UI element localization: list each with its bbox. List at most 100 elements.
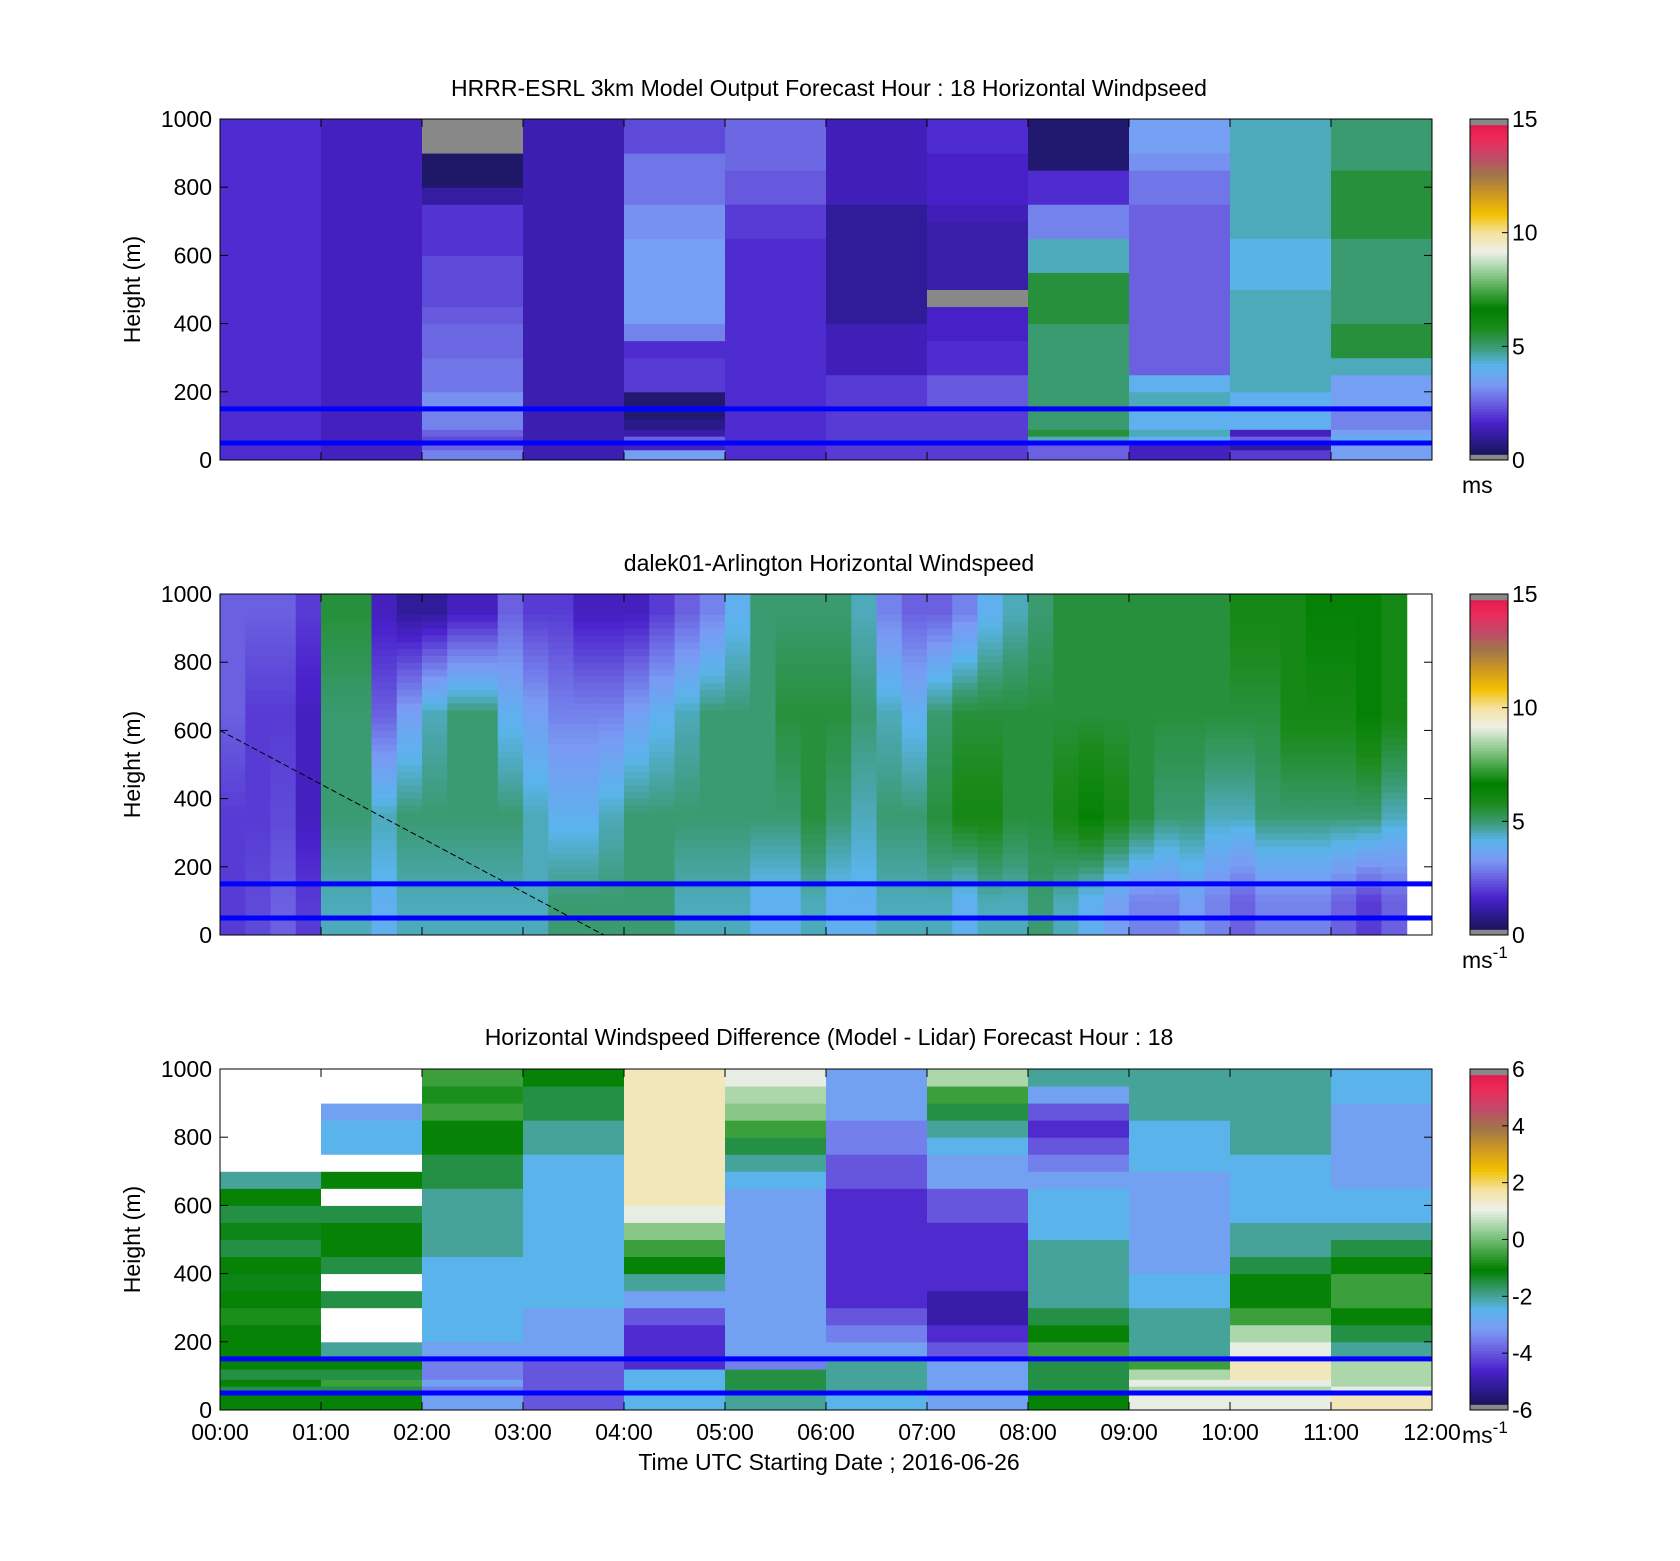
heatmap-cell [674, 873, 701, 881]
colorbar-swatch [1470, 667, 1508, 672]
colorbar-swatch [1470, 1071, 1508, 1076]
heatmap-cell [422, 1324, 524, 1343]
heatmap-cell [624, 723, 650, 731]
heatmap-cell [674, 866, 701, 875]
heatmap-cell [876, 791, 903, 800]
heatmap-cell [1331, 1273, 1433, 1292]
heatmap-cell [1028, 289, 1130, 308]
heatmap-cell [447, 853, 473, 861]
heatmap-cell [800, 887, 827, 895]
heatmap-cell [826, 1324, 928, 1343]
heatmap-cell [826, 1239, 928, 1258]
heatmap-cell [1129, 1069, 1231, 1087]
heatmap-cell [826, 1307, 928, 1326]
heatmap-cell [775, 655, 802, 663]
heatmap-cell [1204, 819, 1231, 827]
heatmap-cell [1331, 921, 1357, 929]
colorbar-swatch [1470, 812, 1508, 817]
heatmap-cell [220, 1205, 322, 1223]
heatmap-cell [1002, 682, 1029, 690]
heatmap-cell [422, 357, 524, 376]
heatmap-cell [1053, 805, 1079, 813]
heatmap-cell [952, 696, 978, 704]
colorbar-swatch [1470, 656, 1508, 660]
heatmap-cell [1331, 614, 1357, 622]
colorbar-swatch [1470, 909, 1508, 913]
heatmap-cell [472, 675, 499, 684]
colorbar-swatch [1470, 138, 1508, 143]
heatmap-cell [927, 289, 1029, 308]
heatmap-cell [977, 853, 1004, 861]
heatmap-cell [548, 641, 574, 650]
heatmap-cell [1053, 662, 1079, 670]
heatmap-cell [245, 812, 271, 820]
heatmap-cell [1356, 812, 1382, 820]
heatmap-cell [725, 119, 827, 137]
heatmap-cell [1078, 819, 1105, 827]
heatmap-cell [977, 928, 1004, 936]
heatmap-cell [977, 703, 1004, 711]
colorbar-swatch [1470, 818, 1508, 822]
heatmap-cell [422, 1341, 524, 1360]
heatmap-cell [1331, 655, 1357, 663]
heatmap-cell [1280, 825, 1307, 834]
heatmap-cell [598, 744, 625, 752]
heatmap-cell [523, 238, 625, 256]
colorbar-swatch [1470, 690, 1508, 694]
heatmap-cell [1255, 832, 1281, 841]
heatmap-cell [220, 357, 322, 376]
heatmap-cell [927, 204, 1029, 222]
heatmap-cell [775, 846, 802, 854]
heatmap-cell [371, 778, 398, 786]
heatmap-cell [725, 306, 827, 325]
heatmap-cell [674, 648, 701, 656]
heatmap-cell [1331, 306, 1433, 325]
heatmap-cell [1002, 894, 1029, 902]
heatmap-cell [800, 921, 827, 929]
colorbar-swatch [1470, 798, 1508, 802]
heatmap-cell [523, 1392, 625, 1401]
heatmap-cell [1255, 771, 1281, 779]
heatmap-cell [1028, 709, 1054, 718]
heatmap-cell [1103, 628, 1130, 636]
heatmap-cell [523, 859, 549, 868]
heatmap-cell [1230, 1120, 1332, 1138]
heatmap-cell [1078, 621, 1105, 629]
heatmap-cell [346, 832, 372, 841]
heatmap-cell [321, 791, 347, 800]
heatmap-cell [851, 634, 877, 643]
heatmap-cell [396, 928, 423, 936]
heatmap-cell [1129, 1379, 1231, 1387]
heatmap-cell [800, 621, 827, 629]
heatmap-cell [649, 730, 675, 738]
heatmap-cell [876, 689, 903, 697]
heatmap-cell [1305, 737, 1332, 745]
heatmap-cell [901, 607, 928, 615]
heatmap-cell [901, 737, 928, 745]
heatmap-cell [750, 853, 776, 861]
heatmap-cell [220, 866, 246, 875]
heatmap-cell [447, 689, 473, 697]
heatmap-cell [1280, 682, 1307, 690]
colorbar-swatch [1470, 1293, 1508, 1297]
heatmap-cell [674, 764, 701, 772]
heatmap-cell [1129, 1386, 1231, 1394]
heatmap-cell [321, 419, 423, 430]
heatmap-cell [573, 730, 600, 738]
heatmap-cell [422, 1290, 524, 1309]
heatmap-cell [422, 737, 448, 745]
heatmap-cell [725, 1379, 827, 1387]
heatmap-cell [901, 750, 928, 759]
heatmap-cell [725, 614, 751, 622]
colorbar-swatch [1470, 866, 1508, 871]
heatmap-cell [295, 662, 322, 670]
heatmap-cell [1204, 682, 1231, 690]
colorbar-swatch [1470, 286, 1508, 290]
heatmap-cell [977, 907, 1004, 916]
colorbar-swatch [1470, 670, 1508, 675]
heatmap-cell [1179, 873, 1206, 881]
heatmap-cell [396, 791, 423, 800]
heatmap-cell [1331, 839, 1357, 847]
heatmap-cell [1028, 778, 1054, 786]
heatmap-cell [220, 1239, 322, 1258]
